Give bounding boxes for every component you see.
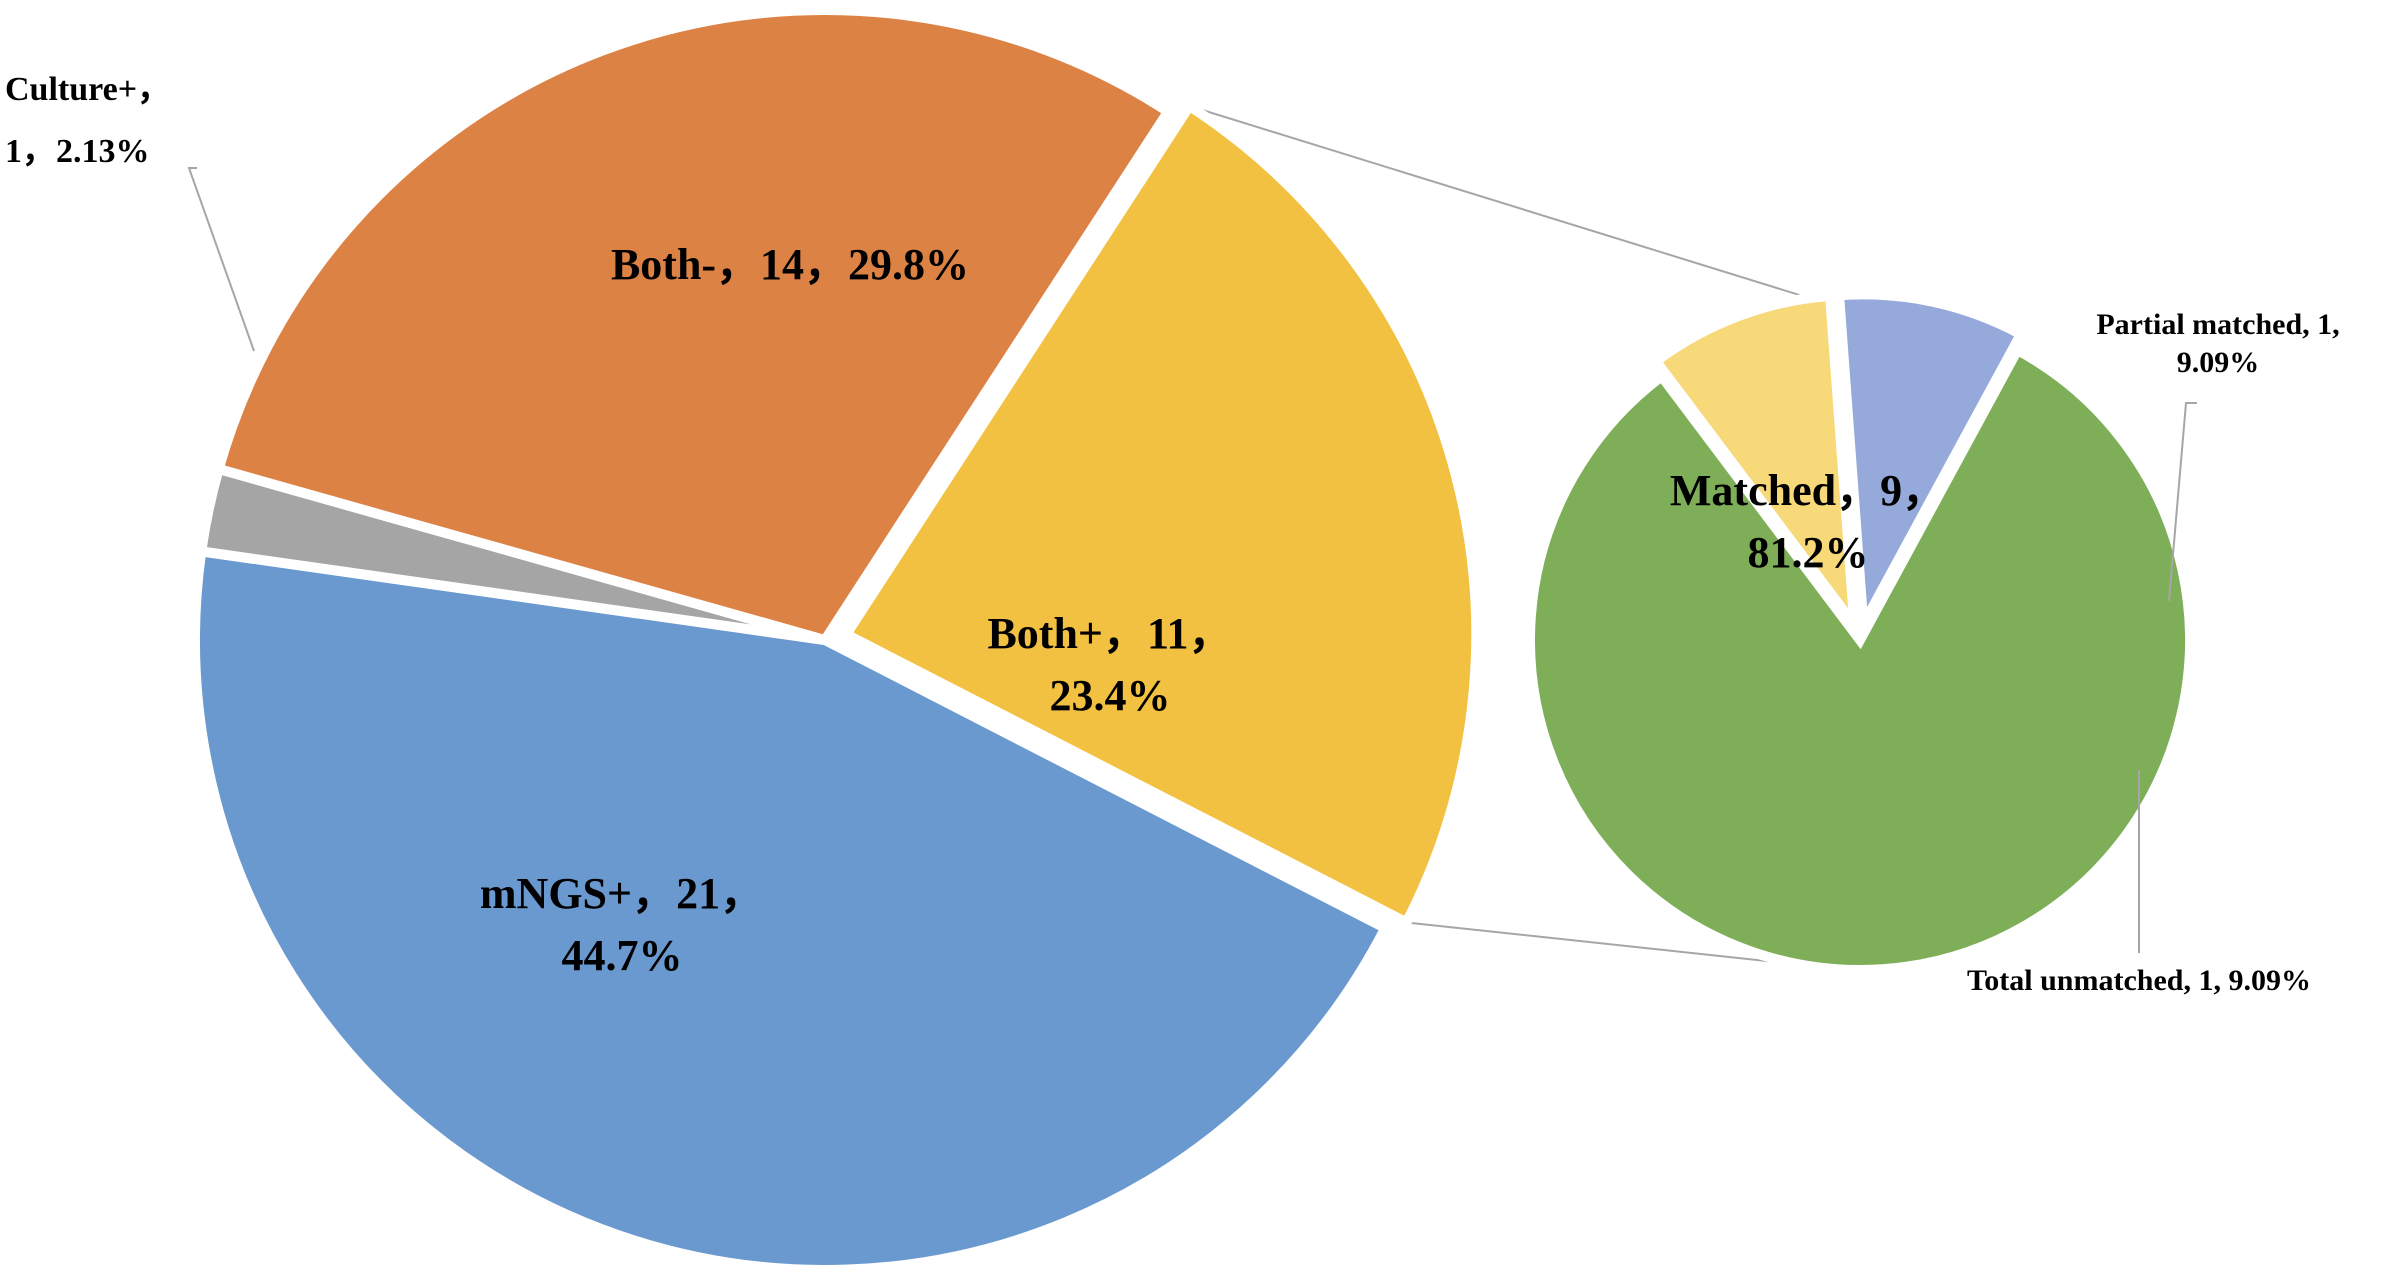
data-label-both: Both-，14，29.8% (611, 240, 969, 289)
data-label-matched: Matched，9， 81.2% (1670, 466, 1946, 577)
data-label-line: Both-，14，29.8% (611, 240, 969, 289)
data-label-line: 23.4% (1050, 671, 1171, 720)
slice-partial-matched (1649, 290, 1861, 642)
detail-pie (1525, 289, 2195, 975)
data-label-mngs: mNGS+，21， 44.7% (480, 869, 764, 980)
data-label-partial-matched: Partial matched, 1, 9.09% (2096, 308, 2339, 379)
leader-line-partial-matched (2168, 402, 2197, 602)
data-label-line: Culture+， (5, 71, 171, 108)
data-label-line: mNGS+，21， (480, 869, 764, 918)
slice-total-unmatched (1833, 289, 2028, 642)
data-label-line: Total unmatched, 1, 9.09% (1967, 964, 2311, 997)
slice-mngs (190, 545, 1392, 1274)
data-label-line: Both+，11， (987, 609, 1232, 658)
data-label-line: Partial matched, 1, (2096, 308, 2339, 341)
connector-line-top (1189, 105, 1849, 312)
data-label-total-unmatched: Total unmatched, 1, 9.09% (1967, 964, 2311, 997)
main-pie (190, 5, 1482, 1274)
leader-lines (187, 167, 2197, 953)
data-label-culture: Culture+， 1，2.13% (5, 71, 171, 170)
data-label-line: 1，2.13% (5, 133, 150, 170)
slice-both (839, 99, 1482, 930)
data-label-line: 44.7% (562, 931, 683, 980)
data-label-line: 81.2% (1748, 528, 1869, 577)
data-label-both: Both+，11， 23.4% (987, 609, 1232, 720)
slice-both (212, 5, 1176, 646)
leader-line-culture (187, 167, 255, 352)
data-label-line: 9.09% (2177, 346, 2260, 379)
data-labels: Both+，11， 23.4% mNGS+，21， 44.7% Culture+， 1，2… (5, 71, 2340, 997)
data-label-line: Matched，9， (1670, 466, 1946, 515)
slice-matched (1525, 343, 2195, 975)
